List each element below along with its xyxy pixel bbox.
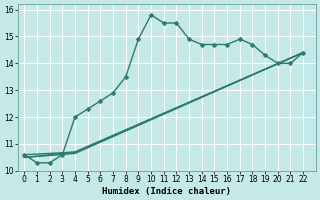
- X-axis label: Humidex (Indice chaleur): Humidex (Indice chaleur): [102, 187, 231, 196]
